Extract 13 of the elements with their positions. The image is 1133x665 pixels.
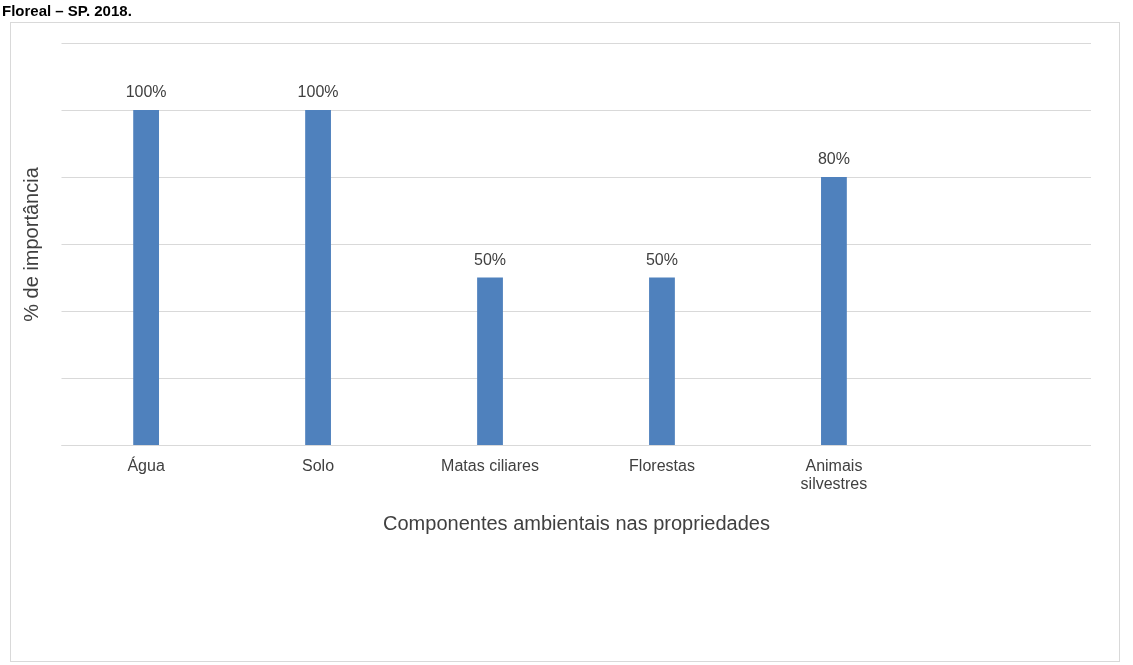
x-tick-label: Florestas <box>629 456 695 474</box>
x-tick-label: Matas ciliares <box>441 456 539 474</box>
data-label: 50% <box>474 250 507 268</box>
chart-title: Floreal – SP. 2018. <box>2 2 132 19</box>
y-axis-title: % de importância <box>19 166 42 322</box>
x-tick-label: Água <box>127 455 165 474</box>
x-tick-label: Animais silvestres <box>800 456 868 492</box>
x-axis-title: Componentes ambientais nas propriedades <box>383 511 770 534</box>
data-label: 80% <box>817 150 850 167</box>
data-label: 100% <box>297 83 339 100</box>
x-tick-label: Solo <box>302 456 335 474</box>
data-label: 50% <box>645 250 678 268</box>
data-label: 100% <box>125 83 167 100</box>
